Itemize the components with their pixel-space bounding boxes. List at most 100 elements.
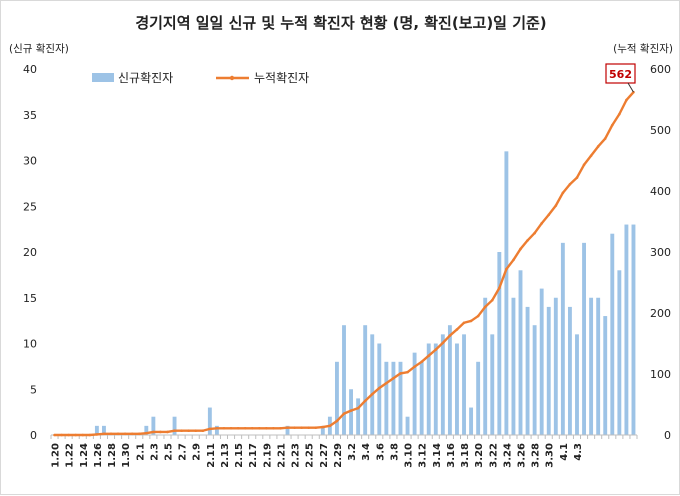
line-point-cumulative — [67, 433, 70, 437]
line-point-cumulative — [469, 319, 473, 323]
line-point-cumulative — [420, 360, 423, 364]
line-point-cumulative — [618, 112, 621, 116]
x-tick-label: 1.24 — [79, 443, 90, 468]
line-point-cumulative — [392, 376, 395, 380]
x-tick-label: 2.7 — [178, 443, 189, 461]
right-y-tick-label: 100 — [650, 368, 671, 381]
x-tick-label: 2.21 — [276, 443, 287, 468]
x-tick-label: 3.2 — [347, 443, 358, 461]
bar-series — [94, 151, 636, 435]
x-tick-label: 3.20 — [474, 443, 485, 468]
callout-leader — [627, 82, 634, 93]
bar-new-cases — [207, 407, 212, 435]
line-point-cumulative — [610, 123, 614, 127]
line-point-cumulative — [561, 191, 565, 195]
bar-new-cases — [405, 416, 410, 435]
x-tick-label: 3.22 — [488, 443, 499, 468]
bar-new-cases — [610, 233, 615, 435]
final-value-callout: 562 — [605, 63, 636, 93]
bar-new-cases — [560, 242, 565, 435]
line-point-cumulative — [498, 286, 501, 290]
right-y-tick-label: 400 — [650, 185, 671, 198]
line-point-cumulative — [272, 426, 275, 430]
line-point-cumulative — [116, 432, 120, 436]
bar-new-cases — [631, 224, 636, 435]
line-point-cumulative — [448, 334, 452, 337]
line-point-cumulative — [81, 433, 85, 437]
right-axis-label: (누적 확진자) — [613, 42, 673, 55]
x-tick-label: 2.13 — [220, 443, 231, 468]
bar-new-cases — [532, 325, 537, 435]
bar-new-cases — [356, 398, 361, 435]
bar-new-cases — [483, 297, 488, 435]
bar-new-cases — [172, 416, 177, 435]
legend-line-label: 누적확진자 — [254, 71, 309, 85]
line-point-cumulative — [575, 176, 579, 179]
x-tick-label: 1.20 — [51, 443, 62, 468]
x-tick-label: 2.27 — [319, 443, 330, 468]
line-point-cumulative — [434, 348, 438, 351]
line-point-cumulative — [300, 426, 303, 429]
bar-new-cases — [455, 343, 459, 435]
x-tick-label: 1.26 — [93, 443, 104, 468]
x-tick-label: 2.1 — [135, 443, 146, 461]
line-point-cumulative — [399, 372, 402, 375]
bar-new-cases — [603, 316, 608, 435]
axes — [50, 434, 638, 439]
line-point-cumulative — [130, 432, 134, 436]
bar-new-cases — [102, 425, 106, 435]
x-tick-label: 1.28 — [107, 443, 118, 468]
bar-new-cases — [363, 325, 368, 435]
line-point-cumulative — [286, 426, 289, 429]
line-point-cumulative — [356, 406, 360, 410]
bar-new-cases — [94, 425, 99, 435]
line-point-cumulative — [603, 137, 607, 140]
bar-new-cases — [426, 343, 431, 435]
line-point-cumulative — [406, 370, 409, 374]
left-y-tick-label: 0 — [30, 429, 37, 442]
line-point-cumulative — [505, 267, 508, 271]
bar-new-cases — [624, 224, 629, 435]
line-point-cumulative — [279, 426, 282, 430]
x-tick-label: 2.11 — [206, 443, 217, 468]
line-point-cumulative — [335, 419, 339, 423]
line-point-cumulative — [328, 424, 332, 428]
line-point-cumulative — [476, 314, 480, 318]
x-tick-label: 3.18 — [460, 443, 471, 468]
x-tick-label: 2.15 — [234, 443, 245, 468]
line-point-cumulative — [526, 239, 529, 242]
x-tick-label: 3.12 — [418, 443, 429, 468]
line-point-cumulative — [152, 430, 155, 434]
line-point-cumulative — [441, 341, 445, 345]
line-point-cumulative — [74, 433, 78, 437]
x-tick-label: 2.3 — [149, 443, 160, 461]
bar-new-cases — [384, 361, 389, 435]
bar-new-cases — [440, 334, 445, 435]
bar-new-cases — [285, 425, 290, 435]
x-tick-label: 3.6 — [375, 443, 386, 461]
bar-new-cases — [575, 334, 579, 435]
bar-new-cases — [349, 389, 354, 435]
line-point-cumulative — [554, 204, 558, 207]
x-tick-label: 3.16 — [446, 443, 457, 468]
x-tick-label: 3.4 — [361, 443, 372, 461]
line-point-cumulative — [568, 182, 572, 186]
bar-new-cases — [469, 407, 474, 435]
line-point-cumulative — [166, 430, 169, 434]
left-axis-label: (신규 확진자) — [9, 42, 69, 55]
bar-new-cases — [539, 288, 544, 435]
right-y-tick-label: 500 — [650, 124, 671, 137]
x-tick-label: 2.19 — [262, 443, 273, 468]
bar-new-cases — [412, 352, 417, 435]
bar-new-cases — [511, 297, 516, 435]
line-point-cumulative — [490, 298, 494, 302]
left-y-tick-label: 20 — [23, 246, 37, 259]
line-point-cumulative — [582, 163, 586, 167]
bar-new-cases — [518, 270, 523, 435]
left-y-tick-label: 15 — [23, 292, 37, 305]
line-point-cumulative — [314, 426, 318, 429]
right-y-tick-label: 300 — [650, 246, 671, 259]
bar-new-cases — [462, 334, 466, 435]
x-tick-label: 4.3 — [573, 443, 584, 461]
bar-new-cases — [342, 325, 346, 435]
